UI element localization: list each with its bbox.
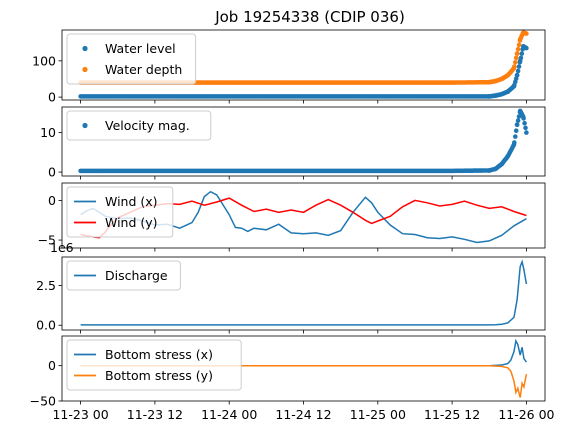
data-point [513,128,519,133]
data-point [523,45,528,50]
data-point [523,125,528,131]
data-point [524,130,529,135]
series-water-level [78,44,529,99]
y-tick-label: 100 [32,53,56,68]
y-tick-label: −5 [38,233,56,248]
x-tick-label: 11-25 00 [350,407,406,422]
data-point [514,51,520,56]
data-point [512,140,517,145]
data-point [513,55,519,61]
legend: Water level Water depth [66,33,197,85]
chart-title: Job 19254338 (CDIP 036) [214,8,405,26]
data-point [515,118,521,123]
plot-area [80,338,528,398]
series-line-bottom-stress-y- [80,364,528,398]
legend-box [66,260,181,291]
plot-area [78,108,529,174]
legend: Velocity mag. [66,110,212,141]
legend-marker [82,122,88,129]
data-point [515,68,521,74]
panel-3: 0 −5 Wind (x) Wind (y) [38,182,546,252]
y-tick-label: 10 [40,125,56,140]
data-point [512,64,517,69]
legend: Discharge [66,260,181,291]
y-tick-label: 2.5 [36,278,56,293]
legend-label: Wind (x) [105,194,158,209]
legend-label: Water depth [105,62,182,77]
y-tick-label: 0 [48,358,56,373]
data-point [514,122,520,127]
legend-box [66,33,197,85]
panel-5: 0 −50 Bottom stress (x) Bottom stress (y) [30,335,546,409]
plot-area [78,30,529,99]
legend-label: Bottom stress (x) [105,347,213,362]
legend-marker [82,66,88,73]
y-tick-label: 0 [48,165,56,180]
legend: Wind (x) Wind (y) [66,186,174,238]
x-tick-label: 11-26 00 [498,407,554,422]
series-velocity-mag- [78,108,529,174]
legend-label: Velocity mag. [105,118,190,133]
x-tick-label: 11-24 12 [275,407,331,422]
panel-4: 0.0 2.5 1e6 Discharge [36,240,546,334]
legend-label: Water level [105,41,176,56]
data-point [513,134,518,139]
data-point [514,73,520,78]
x-tick-label: 11-23 00 [52,407,108,422]
data-point [519,51,525,56]
y-scale-label: 1e6 [50,240,74,255]
legend-label: Bottom stress (y) [105,368,213,383]
y-tick-label: −50 [30,394,56,409]
data-point [513,60,518,65]
x-axis-labels: 11-23 00 11-23 12 11-24 00 11-24 12 11-25 00… [52,407,554,422]
plot-area [80,259,528,326]
data-point [522,120,527,126]
panel-2: 0 10 Velocity mag. [40,106,546,180]
data-point [523,31,528,36]
data-point [521,116,526,121]
y-tick-label: 0 [48,193,56,208]
y-tick-label: 0.0 [36,318,56,333]
data-point [516,42,522,48]
legend-box [66,339,242,391]
x-tick-label: 11-23 12 [127,407,183,422]
legend-label: Discharge [105,268,168,283]
panels: 0 100 Water level Water depth 0 10 Velocity ma… [30,29,555,422]
data-point [518,55,524,61]
legend-box [66,110,212,141]
x-tick-label: 11-24 00 [201,407,257,422]
panel-1: 0 100 Water level Water depth [32,29,546,105]
legend: Bottom stress (x) Bottom stress (y) [66,339,242,391]
data-point [515,46,521,52]
legend-label: Wind (y) [105,215,158,230]
data-point [517,60,523,65]
y-tick-label: 0 [48,90,56,105]
series-line-discharge [80,259,528,326]
legend-marker [82,45,88,52]
legend-box [66,186,174,238]
data-point [516,64,522,69]
x-tick-label: 11-25 12 [424,407,480,422]
